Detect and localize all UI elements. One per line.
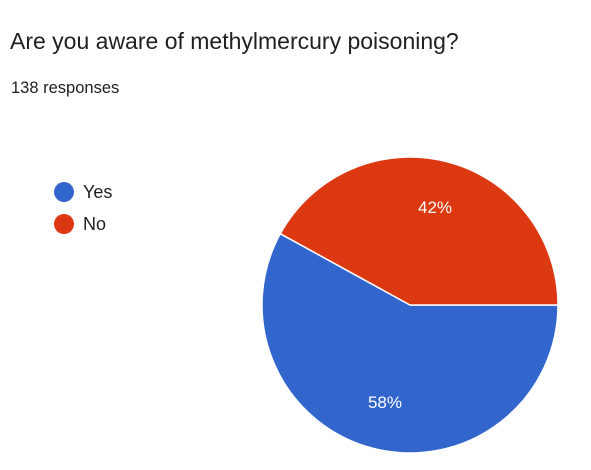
legend-swatch-no — [54, 214, 74, 234]
response-count: 138 responses — [11, 79, 120, 97]
legend-label-yes: Yes — [83, 181, 113, 202]
pie-label-no: 42% — [418, 198, 452, 217]
pie-slice-yes[interactable] — [261, 232, 559, 454]
legend-item-yes[interactable]: Yes — [54, 176, 112, 208]
pie-label-yes: 58% — [368, 393, 402, 412]
question-title: Are you aware of methylmercury poisoning… — [10, 28, 459, 54]
legend-swatch-yes — [54, 182, 74, 202]
chart-legend: Yes No — [54, 176, 112, 240]
legend-label-no: No — [83, 213, 107, 234]
legend-item-no[interactable]: No — [54, 208, 112, 240]
pie-slice-no[interactable] — [279, 156, 559, 306]
